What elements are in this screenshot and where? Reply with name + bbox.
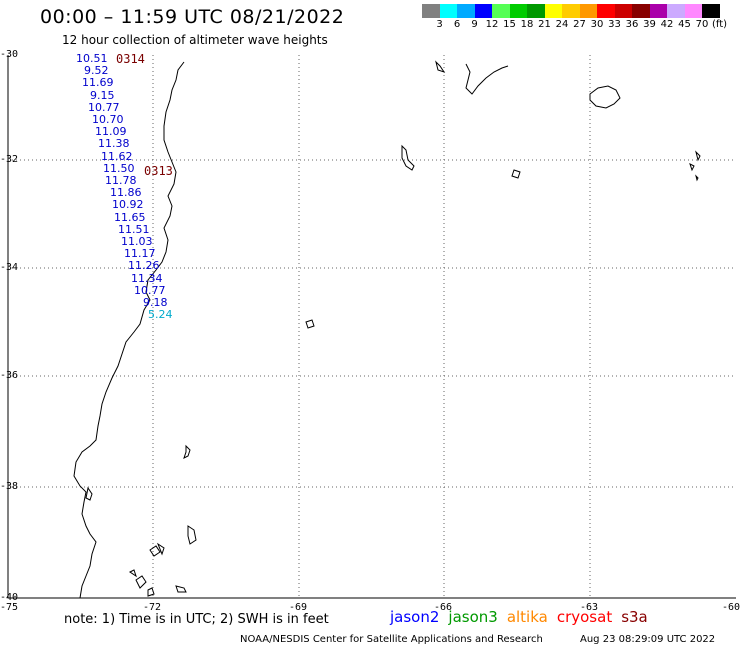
satellite-legend: jason2 jason3 altika cryosat s3a — [390, 608, 657, 626]
legend-swatch — [544, 4, 562, 18]
legend-label: 33 — [608, 19, 621, 30]
longitude-label: -60 — [722, 602, 740, 613]
wave-height-value: 10.77 — [88, 100, 120, 114]
legend-label: 39 — [643, 19, 656, 30]
wave-height-value: 9.18 — [143, 296, 168, 309]
longitude-label: -69 — [289, 602, 308, 613]
legend-swatch — [439, 4, 457, 18]
chile-coast-detail — [85, 486, 93, 501]
bahia-blanca-coast — [589, 85, 621, 109]
latitude-label: -38 — [0, 481, 19, 492]
credit-line: NOAA/NESDIS Center for Satellite Applica… — [240, 634, 543, 645]
satellite-name-altika: altika — [506, 608, 548, 626]
graticule — [8, 55, 736, 598]
satellite-name-jason2: jason2 — [390, 608, 440, 626]
legend-label: 15 — [503, 19, 516, 30]
legend-label: 42 — [660, 19, 674, 30]
wave-height-value: 10.92 — [112, 198, 144, 212]
coastline — [73, 60, 701, 599]
legend-swatch — [509, 4, 527, 18]
chart-subtitle: 12 hour collection of altimeter wave hei… — [62, 33, 328, 47]
chart-title: 00:00 – 11:59 UTC 08/21/2022 — [40, 6, 345, 28]
legend-label: 24 — [555, 19, 569, 30]
satellite-name-jason3: jason3 — [448, 608, 498, 626]
legend-swatch — [492, 4, 510, 18]
wave-height-value: 11.03 — [121, 235, 153, 248]
legend-label: 45 — [678, 19, 691, 30]
latitude-label: -34 — [0, 262, 19, 273]
wave-height-value: 11.09 — [95, 125, 127, 139]
legend-swatch — [562, 4, 580, 18]
legend-swatch — [702, 4, 720, 18]
legend-swatch — [649, 4, 667, 18]
island-4 — [305, 319, 315, 329]
legend-label: 21 — [538, 19, 551, 30]
argentina-coast-north — [465, 63, 509, 95]
legend-swatch — [422, 4, 440, 18]
legend-swatch — [684, 4, 702, 18]
map-frame — [7, 55, 736, 599]
color-legend: 3 6 9 12 15 18 21 24 27 30 33 36 39 42 45 70 (ft) — [422, 4, 727, 32]
chiloe-islands — [129, 444, 197, 597]
pass-time-label: 0313 — [144, 164, 173, 178]
legend-label: 30 — [590, 19, 604, 30]
island-3 — [689, 150, 701, 182]
legend-swatch — [597, 4, 615, 18]
latitude-label: -36 — [0, 370, 19, 381]
wave-height-value: 9.52 — [84, 64, 109, 78]
wave-height-value: 11.50 — [103, 161, 135, 175]
longitude-label: -63 — [580, 602, 599, 613]
legend-label: 3 — [436, 19, 443, 30]
island-1 — [401, 144, 415, 171]
legend-label: 9 — [471, 19, 478, 30]
latitude-label: -30 — [0, 49, 19, 60]
legend-label: 12 — [485, 19, 499, 30]
wave-height-value: 9.15 — [90, 88, 115, 102]
legend-swatch — [614, 4, 632, 18]
legend-labels: 3 6 9 12 15 18 21 24 27 30 33 36 39 42 45 70 (ft) — [422, 18, 727, 32]
wave-height-value: 11.86 — [110, 186, 142, 200]
legend-swatch — [667, 4, 685, 18]
legend-swatches — [422, 4, 720, 18]
generation-timestamp: Aug 23 08:29:09 UTC 2022 — [580, 634, 716, 645]
wave-height-value: 10.51 — [76, 52, 108, 65]
wave-height-value: 11.38 — [98, 137, 130, 151]
legend-label: 27 — [573, 19, 586, 30]
wave-height-value: 11.65 — [114, 210, 146, 224]
wave-height-value: 11.78 — [105, 174, 137, 187]
legend-label: 70 — [695, 19, 709, 30]
pass-time-label: 0314 — [116, 52, 145, 66]
longitude-label: -75 — [0, 602, 19, 613]
wave-height-value: 5.24 — [148, 308, 173, 322]
wave-height-value: 10.70 — [92, 113, 124, 126]
wave-height-value: 11.51 — [118, 222, 150, 236]
legend-label: 36 — [625, 19, 639, 30]
longitude-label: -66 — [434, 602, 453, 613]
wave-height-value: 10.77 — [134, 283, 166, 297]
legend-label: 18 — [520, 19, 534, 30]
latitude-label: -32 — [0, 154, 19, 165]
legend-swatch — [527, 4, 545, 18]
lake-mar-chiquita — [435, 60, 446, 73]
footer-note: note: 1) Time is in UTC; 2) SWH is in fe… — [64, 612, 329, 627]
wave-height-value: 11.69 — [82, 76, 114, 90]
wave-height-value: 11.26 — [128, 259, 160, 273]
island-2 — [511, 169, 521, 179]
legend-label: (ft) — [711, 19, 728, 30]
legend-swatch — [474, 4, 492, 18]
wave-height-value: 11.34 — [131, 271, 163, 285]
wave-height-value: 11.62 — [101, 149, 133, 163]
legend-swatch — [579, 4, 597, 18]
satellite-name-cryosat: cryosat — [556, 608, 613, 626]
chile-coastline — [73, 61, 185, 599]
wave-height-value: 11.17 — [124, 247, 156, 261]
latitude-label: -40 — [0, 592, 19, 603]
legend-label: 6 — [453, 19, 461, 30]
legend-swatch — [457, 4, 475, 18]
legend-swatch — [632, 4, 650, 18]
longitude-label: -72 — [143, 602, 162, 613]
satellite-name-s3a: s3a — [621, 608, 648, 626]
